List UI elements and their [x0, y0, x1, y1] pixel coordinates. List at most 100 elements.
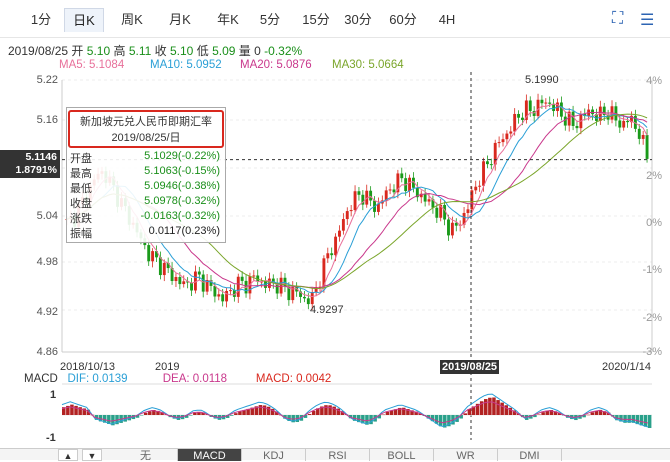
macd-bar [590, 412, 595, 415]
tooltip-row: 最低 5.0946(-0.38%) [70, 180, 222, 195]
candle-body [197, 271, 201, 275]
macd-bar [254, 406, 259, 415]
candle-body [493, 142, 497, 165]
x-label-2019: 2019 [155, 361, 180, 373]
macd-bar [430, 415, 435, 422]
close-label: 收 [154, 44, 167, 58]
candle-body [322, 258, 326, 287]
candle-body [236, 276, 240, 297]
macd-dea-line [61, 401, 649, 424]
candle-body [626, 120, 630, 123]
macd-bar [598, 409, 603, 415]
macd-bar [66, 405, 70, 415]
macd-dif-line [61, 393, 649, 428]
tab-9[interactable]: 4H [438, 12, 456, 27]
tab-4[interactable]: 年K [217, 12, 239, 27]
candle-body [497, 142, 501, 144]
indicator-tab-6[interactable]: DMI [498, 449, 562, 461]
macd-bar [102, 415, 107, 423]
macd-bar [98, 415, 103, 422]
candle-body [158, 257, 162, 276]
candle-body [338, 230, 341, 237]
macd-bar [512, 410, 517, 415]
macd-bar [647, 415, 652, 428]
tab-0[interactable]: 1分 [30, 12, 52, 27]
tooltip-row: 振幅 0.0117(0.23%) [70, 225, 222, 240]
indicator-tab-1[interactable]: MACD [178, 449, 242, 461]
tab-7[interactable]: 30分 [344, 12, 372, 27]
tooltip-key: 开盘 [70, 153, 92, 165]
tab-1[interactable]: 日K [64, 8, 104, 32]
current-price-marker: 5.1146 1.8791% [0, 150, 60, 178]
candle-body [633, 115, 637, 129]
candle-body [482, 161, 485, 186]
candle-body [540, 99, 544, 104]
candle-body [552, 103, 556, 112]
macd-bar [635, 415, 640, 425]
macd-bar [148, 411, 152, 415]
candle-body [193, 271, 197, 291]
macd-bar [619, 415, 623, 422]
tooltip-row: 涨跌 -0.0163(-0.32%) [70, 210, 222, 225]
macd-bar [463, 413, 468, 415]
macd-bar [242, 410, 246, 415]
macd-bar [553, 411, 558, 415]
y-label-right: 0% [646, 217, 662, 229]
ohlc-info: 2019/08/25 开 5.10 高 5.11 收 5.10 低 5.09 量… [8, 42, 302, 59]
macd-bar [361, 415, 365, 424]
candle-body [591, 109, 594, 115]
tab-5[interactable]: 5分 [259, 12, 281, 27]
y-label-left: 5.16 [36, 114, 58, 126]
indicator-tabs: ▲ ▼ 无 MACD KDJ RSI BOLL WR DMI [0, 448, 670, 461]
macd-bar [406, 409, 410, 415]
candle-body [435, 207, 439, 218]
candle-body [396, 173, 400, 193]
indicator-tab-0[interactable]: 无 [114, 449, 178, 461]
candle-body [466, 209, 470, 213]
candle-body [400, 173, 404, 179]
indicator-tab-2[interactable]: KDJ [242, 449, 306, 461]
high-value: 5.11 [128, 44, 152, 58]
tab-2[interactable]: 周K [121, 12, 143, 27]
macd-bar [639, 415, 644, 426]
tooltip-key: 最高 [70, 168, 92, 180]
macd-bar [537, 414, 541, 416]
current-pct: 1.8791% [15, 164, 57, 176]
macd-bar [234, 413, 238, 415]
indicator-tab-4[interactable]: BOLL [370, 449, 434, 461]
candle-body [470, 190, 474, 210]
candle-body [205, 280, 209, 292]
macd-bar [459, 415, 463, 419]
macd-bar [496, 400, 500, 415]
tab-3[interactable]: 月K [169, 12, 191, 27]
macd-bar [414, 411, 418, 415]
y-label-left: 4.98 [36, 256, 58, 268]
change-pct: -0.32% [264, 44, 303, 58]
tab-6[interactable]: 15分 [302, 12, 330, 27]
macd-bar [586, 414, 590, 416]
arrow-up-icon[interactable]: ▲ [58, 449, 78, 461]
macd-bar [246, 408, 250, 415]
candle-body [388, 189, 392, 191]
macd-bar [193, 412, 197, 415]
macd-bar [434, 415, 439, 424]
macd-bar [316, 408, 320, 415]
menu-icon[interactable]: ☰ [640, 12, 655, 29]
candle-body [439, 204, 443, 218]
tab-8[interactable]: 60分 [389, 12, 417, 27]
expand-icon[interactable]: ⛶ [612, 10, 624, 27]
macd-bar [160, 412, 164, 415]
indicator-tab-3[interactable]: RSI [306, 449, 370, 461]
macd-bar [201, 412, 205, 415]
candle-body [521, 117, 524, 120]
low-label: 低 [196, 44, 209, 58]
macd-bar [82, 408, 86, 415]
x-label-crosshair: 2019/08/25 [440, 360, 500, 374]
candle-body [155, 251, 158, 258]
arrow-down-icon[interactable]: ▼ [82, 449, 102, 461]
candle-body [361, 194, 365, 205]
indicator-tab-5[interactable]: WR [434, 449, 498, 461]
candle-body [306, 298, 310, 305]
candle-body [310, 292, 314, 305]
